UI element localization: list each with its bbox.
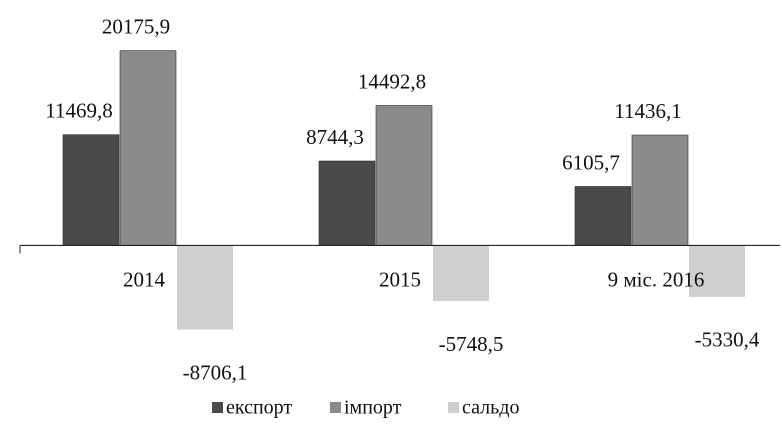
value-label: 6105,7 — [562, 150, 620, 174]
bar — [433, 245, 489, 301]
legend-label: імпорт — [344, 397, 402, 419]
bar — [689, 245, 745, 297]
value-label: 11436,1 — [614, 99, 681, 123]
value-label: 11469,8 — [45, 98, 112, 122]
legend-swatch — [330, 402, 341, 413]
legend: експорт імпорт сальдо — [212, 397, 519, 419]
bar — [574, 186, 632, 246]
x-tick-label: 9 міс. 2016 — [608, 267, 705, 291]
value-label: 14492,8 — [358, 69, 426, 93]
legend-swatch — [448, 402, 459, 413]
bar — [631, 134, 689, 246]
value-label: -5330,4 — [695, 328, 760, 352]
legend-label: експорт — [226, 397, 292, 419]
value-label: -8706,1 — [183, 360, 248, 384]
value-label: -5748,5 — [439, 332, 504, 356]
legend-label: сальдо — [462, 397, 519, 419]
x-tick-label: 2015 — [379, 267, 421, 291]
bar — [119, 50, 177, 246]
value-label: 8744,3 — [306, 125, 364, 149]
x-tick-label: 2014 — [123, 267, 166, 291]
legend-swatch — [212, 402, 223, 413]
bar — [375, 105, 433, 246]
value-label: 20175,9 — [102, 14, 170, 38]
bar — [318, 160, 376, 246]
bar — [177, 245, 233, 330]
bar — [62, 134, 120, 246]
